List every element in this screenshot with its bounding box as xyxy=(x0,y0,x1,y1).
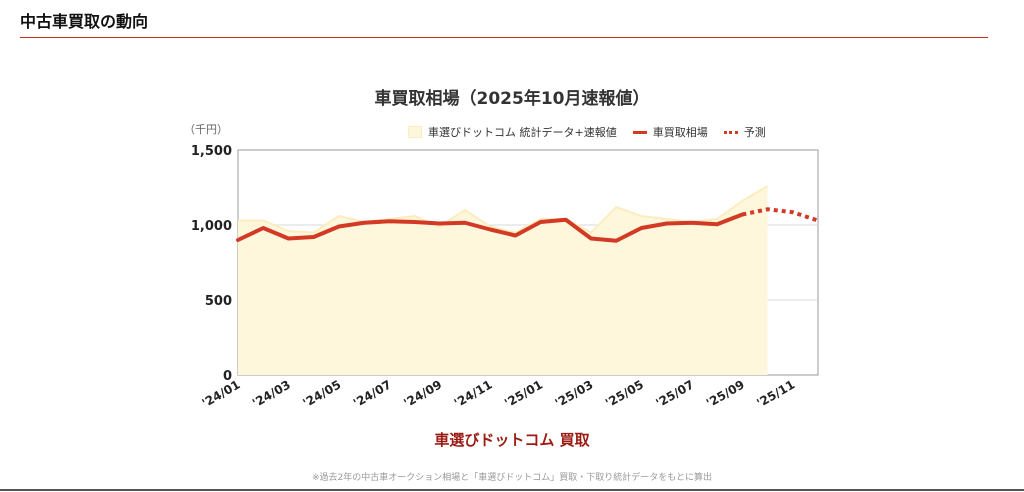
y-axis-unit-label: （千円） xyxy=(184,123,228,136)
legend-swatch-dotted xyxy=(723,130,738,134)
legend-item-statistics: 車選びドットコム 統計データ+速報値 xyxy=(408,124,617,140)
title-divider xyxy=(20,37,988,38)
y-tick-label: 500 xyxy=(205,294,232,309)
x-tick-label: '24/09 xyxy=(401,377,444,410)
series-line-forecast xyxy=(741,207,819,223)
series-line-market xyxy=(236,212,745,243)
footnote: ※過去2年の中古車オークション相場と「車選びドットコム」買取・下取り統計データを… xyxy=(311,473,713,483)
chart-title: 車買取相場（2025年10月速報値） xyxy=(374,89,650,109)
x-tick-label: '24/11 xyxy=(452,377,495,410)
y-tick-label: 1,000 xyxy=(191,219,232,234)
x-tick-label: '24/05 xyxy=(300,377,343,410)
y-tick-label: 1,500 xyxy=(191,144,232,159)
x-tick-label: '24/03 xyxy=(250,377,293,410)
x-tick-label: '25/07 xyxy=(654,377,697,410)
legend-swatch-area xyxy=(408,126,422,138)
chart-legend: 車選びドットコム 統計データ+速報値 車買取相場 予測 xyxy=(408,123,782,141)
legend-label-forecast: 予測 xyxy=(743,126,766,139)
legend-item-forecast: 予測 xyxy=(723,124,766,140)
x-tick-label: '25/11 xyxy=(754,377,797,410)
x-tick-label: '24/07 xyxy=(351,377,394,410)
legend-label-market: 車買取相場 xyxy=(652,126,708,139)
x-tick-label: '25/09 xyxy=(704,377,747,410)
x-tick-label: '25/03 xyxy=(553,377,596,410)
x-tick-label: '25/05 xyxy=(603,377,646,410)
bottom-divider xyxy=(0,489,1024,491)
x-tick-label: '24/01 xyxy=(200,377,243,410)
legend-item-market: 車買取相場 xyxy=(632,124,708,140)
y-tick-label: 0 xyxy=(223,369,232,384)
area-line-statistics xyxy=(238,185,769,234)
x-tick-label: '25/01 xyxy=(502,377,545,410)
brand-label: 車選びドットコム 買取 xyxy=(434,431,590,449)
section-title: 中古車買取の動向 xyxy=(20,12,149,31)
legend-label-statistics: 車選びドットコム 統計データ+速報値 xyxy=(428,126,617,139)
legend-swatch-line xyxy=(632,130,647,134)
